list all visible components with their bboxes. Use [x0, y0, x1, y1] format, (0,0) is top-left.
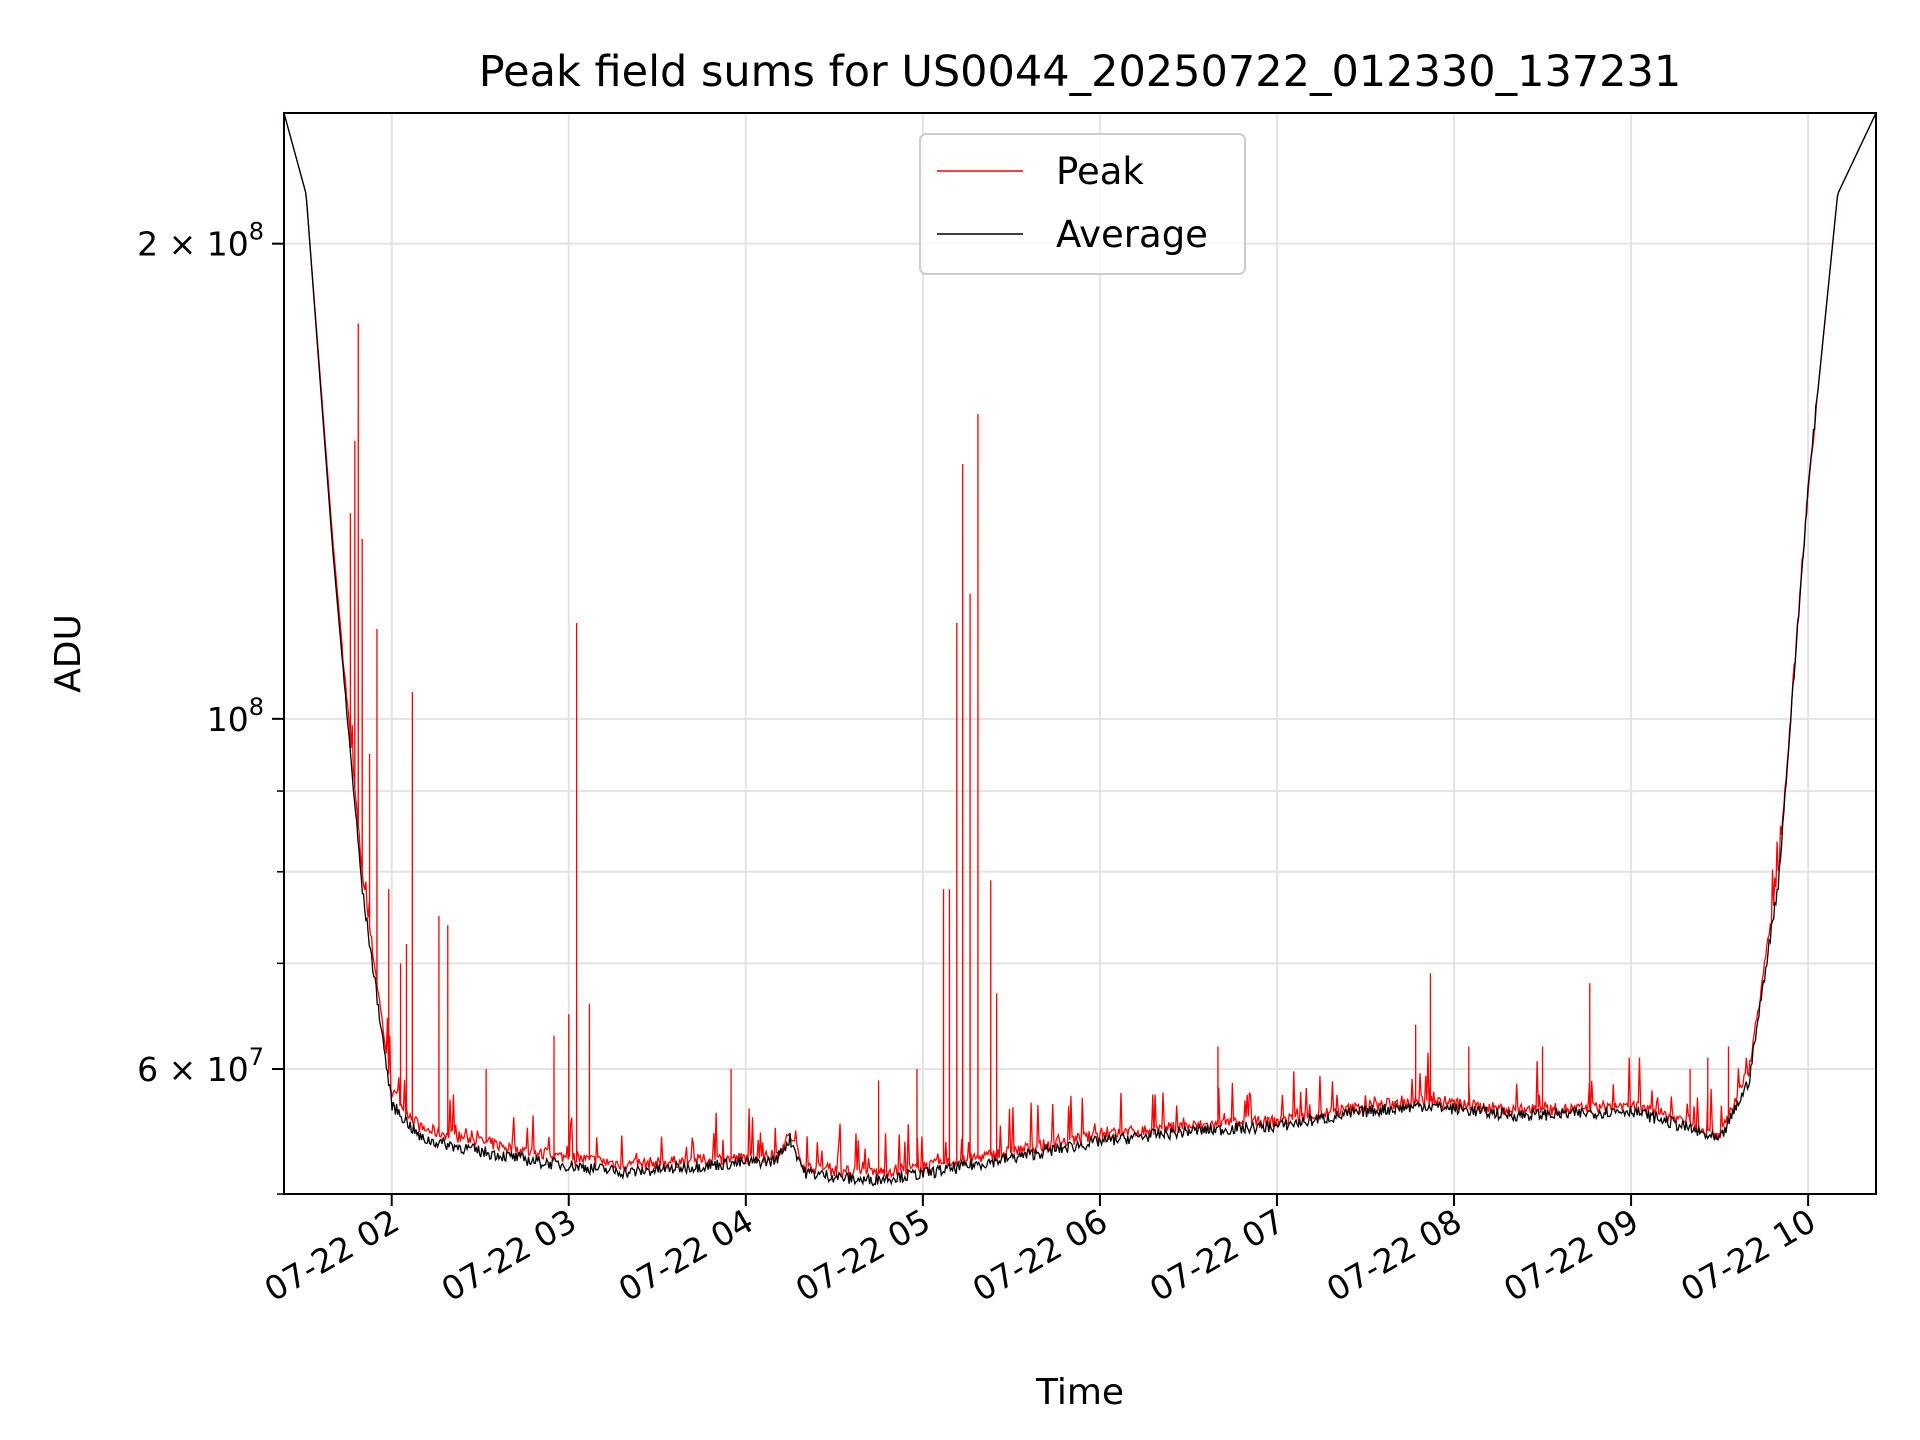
y-axis-label: ADU [48, 614, 89, 693]
y-tick-label: 108 [207, 693, 264, 739]
plot-frame [283, 112, 1877, 1195]
legend-box [919, 133, 1246, 275]
legend: Peak Average [919, 133, 1246, 275]
y-tick-label: 2 × 108 [137, 218, 264, 264]
y-tick-label: 6 × 107 [137, 1043, 264, 1089]
chart-title: Peak field sums for US0044_20250722_0123… [479, 47, 1682, 97]
legend-label-average: Average [1056, 213, 1208, 256]
series-line-average [284, 113, 1876, 1187]
series-line-peak [284, 113, 1876, 1180]
grid [284, 113, 1876, 1195]
legend-label-peak: Peak [1056, 150, 1144, 193]
series-layer [284, 113, 1876, 1187]
x-axis-label: Time [1035, 1372, 1124, 1413]
